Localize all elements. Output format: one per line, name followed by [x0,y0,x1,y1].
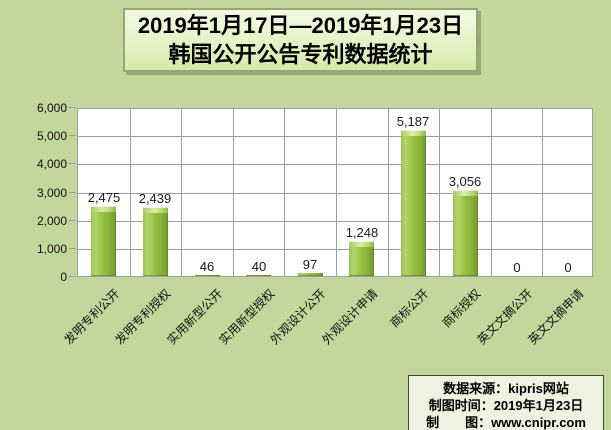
bar [401,130,426,276]
bar-value-label: 1,248 [345,225,379,240]
bar [143,207,168,276]
gridline [78,192,592,194]
chart-title-line-2: 韩国公开公告专利数据统计 [168,42,433,67]
source-line: 制 图：www.cnipr.com [426,415,586,430]
bar [195,275,220,276]
y-axis-tick-mark [69,247,76,249]
y-axis-tick-label: 5,000 [36,129,67,144]
gridline [388,109,389,276]
chart-title-line-1: 2019年1月17日—2019年1月23日 [137,13,464,38]
y-axis-tick-label: 0 [60,270,67,284]
gridline [130,109,131,276]
gridline [542,109,543,276]
y-axis-tick-label: 3,000 [36,185,67,200]
gridline [78,248,592,250]
bar [246,275,271,276]
y-axis-tick-label: 6,000 [36,101,67,115]
bar-value-label: 97 [302,257,318,272]
y-axis-tick-mark [69,276,76,277]
y-axis-tick-mark [69,191,76,193]
bar-top-highlight [401,130,426,136]
bar [298,273,323,276]
bar-value-label: 5,187 [396,114,430,129]
bar-value-label: 0 [513,260,521,275]
gridline [336,109,337,276]
gridline [181,109,182,276]
bar [349,241,374,276]
bar-value-label: 2,475 [87,190,121,205]
y-axis-tick-mark [69,219,76,221]
bar-top-highlight [91,206,116,212]
bar-value-label: 0 [564,260,572,275]
gridline [491,109,492,276]
gridline [78,136,592,138]
gridline [78,220,592,222]
gridline [284,109,285,276]
bar-top-highlight [349,241,374,247]
source-line: 制图时间：2019年1月23日 [428,398,584,413]
y-axis-tick-label: 1,000 [36,241,67,256]
y-axis-tick-mark [69,107,76,108]
source-line: 数据来源：kipris网站 [443,381,569,396]
gridline [233,109,234,276]
bar [453,190,478,276]
y-axis-tick-mark [69,163,76,165]
y-axis-tick-label: 2,000 [36,213,67,228]
chart-title-box: 2019年1月17日—2019年1月23日 韩国公开公告专利数据统计 [123,8,478,72]
bar-top-highlight [143,207,168,213]
plot-area: 2,475 2,439 46 40 97 1,248 5,187 3,056 0 0 [77,108,593,277]
bar-value-label: 40 [251,259,267,274]
bar-value-label: 3,056 [448,174,482,189]
bar [91,206,116,276]
bar-value-label: 46 [199,259,215,274]
bar-top-highlight [453,190,478,196]
y-axis-tick-mark [69,135,76,137]
y-axis-tick-label: 4,000 [36,157,67,172]
gridline [439,109,440,276]
bar-value-label: 2,439 [138,191,172,206]
gridline [78,164,592,166]
source-info-box: 数据来源：kipris网站 制图时间：2019年1月23日 制 图：www.cn… [408,375,604,430]
